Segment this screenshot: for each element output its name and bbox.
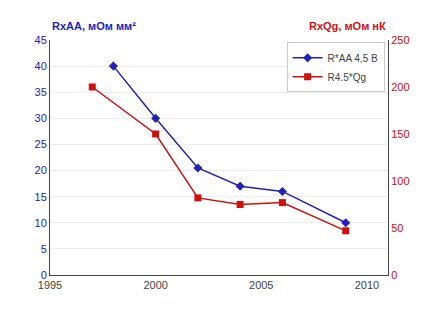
svg-text:10: 10: [35, 217, 47, 229]
svg-text:2010: 2010: [355, 279, 379, 291]
svg-text:40: 40: [35, 60, 47, 72]
svg-text:50: 50: [391, 222, 403, 234]
svg-text:35: 35: [35, 86, 47, 98]
svg-text:250: 250: [391, 34, 409, 46]
svg-text:45: 45: [35, 34, 47, 46]
svg-text:0: 0: [391, 269, 397, 281]
svg-text:1995: 1995: [38, 279, 62, 291]
svg-text:100: 100: [391, 175, 409, 187]
svg-text:RxQg, мОм нК: RxQg, мОм нК: [309, 20, 386, 32]
svg-text:30: 30: [35, 112, 47, 124]
svg-text:15: 15: [35, 191, 47, 203]
svg-text:2005: 2005: [249, 279, 273, 291]
svg-text:RxAA, мОм мм²: RxAA, мОм мм²: [52, 20, 136, 32]
svg-text:0: 0: [41, 269, 47, 281]
svg-text:20: 20: [35, 164, 47, 176]
svg-text:5: 5: [41, 243, 47, 255]
svg-text:R*AA 4,5 В: R*AA 4,5 В: [328, 53, 378, 64]
svg-text:150: 150: [391, 128, 409, 140]
svg-text:2000: 2000: [143, 279, 167, 291]
svg-text:R4.5*Qg: R4.5*Qg: [328, 72, 366, 83]
svg-text:25: 25: [35, 138, 47, 150]
svg-text:200: 200: [391, 81, 409, 93]
